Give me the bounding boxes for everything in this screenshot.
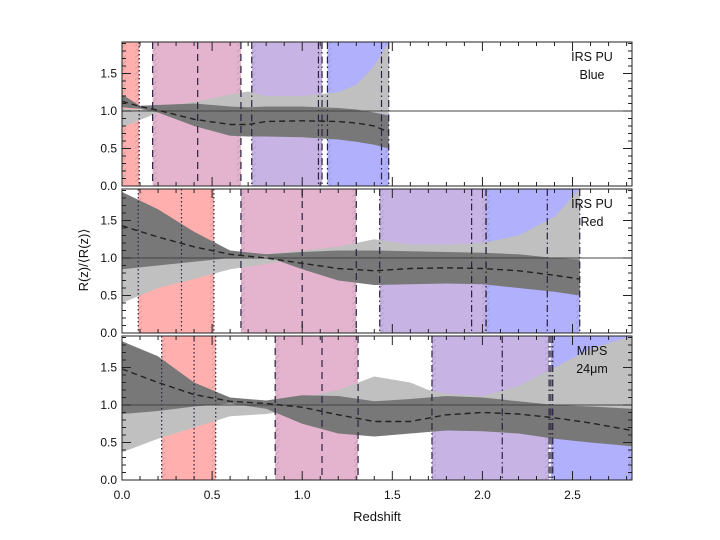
panel-3: 0.0 0.5 1.0 1.5 MIPS 24μm xyxy=(100,335,633,487)
x-tick-label: 2.5 xyxy=(564,488,581,502)
panel-instrument-label: IRS PU xyxy=(571,50,613,64)
y-tick-label: 0.0 xyxy=(100,179,117,193)
y-tick-label: 1.0 xyxy=(100,104,117,118)
x-tick-label: 1.0 xyxy=(294,488,311,502)
y-tick-label: 0.5 xyxy=(100,142,117,156)
y-tick-label: 1.5 xyxy=(100,67,117,81)
y-tick-label: 0.0 xyxy=(100,326,117,340)
dark-gray-uncertainty-band xyxy=(122,341,632,447)
light-gray-uncertainty-band xyxy=(122,189,580,303)
y-axis-label: R(z)/⟨R(z)⟩ xyxy=(76,229,91,292)
panel-band-label: Red xyxy=(581,215,604,229)
x-tick-label: 1.5 xyxy=(384,488,401,502)
y-tick-label: 0.5 xyxy=(100,289,117,303)
x-tick-label: 0.0 xyxy=(114,488,131,502)
panel-1: 0.0 0.5 1.0 1.5 IRS PU Blue xyxy=(100,41,633,193)
band-edge-hatch xyxy=(152,42,157,186)
panel-instrument-label: IRS PU xyxy=(571,197,613,211)
y-tick-label: 1.5 xyxy=(100,361,117,375)
panel-frame xyxy=(121,41,633,187)
x-tick-label: 2.0 xyxy=(474,488,491,502)
panel-band-label: Blue xyxy=(579,68,604,82)
y-tick-label: 1.0 xyxy=(100,251,117,265)
panel-frame xyxy=(121,335,633,481)
y-tick-label: 0.0 xyxy=(100,473,117,487)
panel-2: 0.0 0.5 1.0 1.5 IRS PU Red xyxy=(100,188,633,340)
y-tick-label: 1.0 xyxy=(100,398,117,412)
y-tick-label: 0.5 xyxy=(100,436,117,450)
x-axis-label: Redshift xyxy=(353,509,401,524)
median-ratio-curve xyxy=(122,225,580,280)
panel-band-label: 24μm xyxy=(576,362,608,376)
light-gray-uncertainty-band xyxy=(122,336,632,453)
dark-gray-uncertainty-band xyxy=(122,192,580,296)
panel-frame xyxy=(121,188,633,334)
median-ratio-curve xyxy=(122,100,389,133)
y-tick-label: 1.5 xyxy=(100,214,117,228)
panel-instrument-label: MIPS xyxy=(577,344,608,358)
x-tick-label: 0.5 xyxy=(204,488,221,502)
